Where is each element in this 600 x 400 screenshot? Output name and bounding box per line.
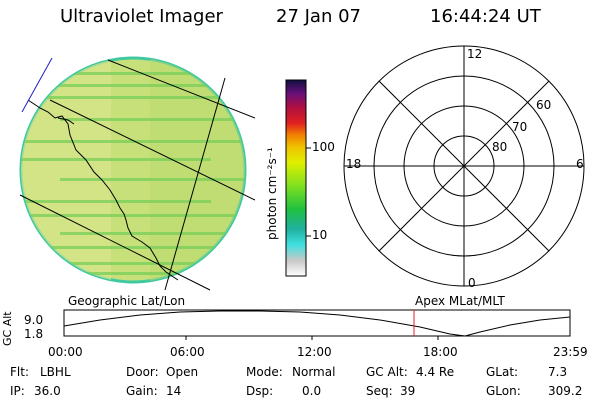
uv-disk-image bbox=[19, 56, 256, 291]
info-key-flt: Flt: bbox=[10, 365, 29, 379]
info-key-door: Door: bbox=[126, 365, 159, 379]
scan-stripe bbox=[21, 84, 211, 87]
info-key-gcalt: GC Alt: bbox=[366, 365, 408, 379]
colorbar-scale bbox=[285, 79, 307, 277]
scan-stripe bbox=[21, 96, 245, 99]
scan-stripe bbox=[60, 232, 245, 235]
info-value-door: Open bbox=[166, 365, 199, 379]
scan-stripe bbox=[21, 214, 245, 217]
info-key-dsp: Dsp: bbox=[246, 384, 274, 398]
orbit-plot bbox=[63, 309, 571, 340]
polar-plot bbox=[343, 45, 585, 287]
orbit-x-tick-label: 18:00 bbox=[423, 345, 458, 359]
scan-stripe bbox=[21, 158, 211, 161]
orbit-y-tick-bottom: 1.8 bbox=[24, 327, 44, 341]
scan-stripe bbox=[21, 140, 245, 143]
mlt-label-18: 18 bbox=[346, 157, 362, 171]
info-key-gain: Gain: bbox=[126, 384, 158, 398]
info-value-ip: 36.0 bbox=[34, 384, 61, 398]
orbit-y-tick-top: 9.0 bbox=[24, 313, 44, 327]
scan-stripe bbox=[60, 118, 245, 121]
mlt-label-12: 12 bbox=[467, 47, 483, 61]
coastline-detail bbox=[57, 117, 75, 125]
lat-label-60: 60 bbox=[536, 98, 552, 112]
orbit-y-axis-label: GC Alt bbox=[1, 311, 14, 346]
time-label: 16:44:24 UT bbox=[430, 6, 541, 27]
scan-stripe bbox=[21, 246, 245, 249]
scan-stripe bbox=[60, 178, 245, 181]
orbit-plot-frame bbox=[63, 309, 571, 337]
date-label: 27 Jan 07 bbox=[276, 6, 361, 27]
info-value-glat: 7.3 bbox=[548, 365, 568, 379]
orbit-x-tick-label: 12:00 bbox=[297, 345, 332, 359]
scan-stripe bbox=[21, 262, 211, 265]
scan-stripe bbox=[21, 200, 211, 203]
info-key-ip: IP: bbox=[10, 384, 25, 398]
lat-label-70: 70 bbox=[512, 120, 528, 134]
info-value-mode: Normal bbox=[292, 365, 336, 379]
colorbar-tick-label: 10 bbox=[312, 228, 328, 242]
info-key-mode: Mode: bbox=[246, 365, 283, 379]
latitude-line bbox=[19, 194, 211, 291]
info-value-glon: 309.2 bbox=[548, 384, 583, 398]
colorbar-tick-label: 100 bbox=[312, 140, 335, 154]
info-value-gain: 14 bbox=[166, 384, 182, 398]
longitude-line bbox=[164, 77, 226, 291]
lat-label-80: 80 bbox=[492, 140, 508, 154]
terminator-line bbox=[21, 57, 53, 113]
orbit-x-tick-label: 06:00 bbox=[170, 345, 205, 359]
orbit-right-label: Apex MLat/MLT bbox=[415, 294, 505, 308]
orbit-x-tick-label: 00:00 bbox=[48, 345, 83, 359]
scan-stripe bbox=[60, 72, 245, 75]
info-value-seq: 39 bbox=[400, 384, 416, 398]
mlt-label-6: 6 bbox=[576, 157, 584, 171]
mlt-label-0: 0 bbox=[468, 276, 476, 290]
altitude-curve bbox=[63, 310, 571, 337]
info-value-gcalt: 4.4 Re bbox=[416, 365, 455, 379]
orbit-x-tick-label: 23:59 bbox=[553, 345, 588, 359]
info-key-seq: Seq: bbox=[366, 384, 393, 398]
info-value-dsp: 0.0 bbox=[302, 384, 322, 398]
scan-stripes bbox=[21, 72, 245, 275]
colorbar-unit-label: photon cm⁻²s⁻¹ bbox=[265, 147, 279, 240]
coastline bbox=[27, 99, 179, 281]
scan-stripe bbox=[60, 272, 245, 275]
info-value-flt: LBHL bbox=[40, 365, 71, 379]
info-key-glat: GLat: bbox=[486, 365, 519, 379]
polar-diagonal bbox=[378, 80, 550, 252]
latitude-line bbox=[107, 59, 256, 119]
info-key-glon: GLon: bbox=[486, 384, 521, 398]
instrument-title: Ultraviolet Imager bbox=[60, 6, 223, 27]
colorbar bbox=[285, 79, 311, 277]
orbit-left-label: Geographic Lat/Lon bbox=[68, 294, 186, 308]
latitude-line bbox=[49, 99, 256, 201]
